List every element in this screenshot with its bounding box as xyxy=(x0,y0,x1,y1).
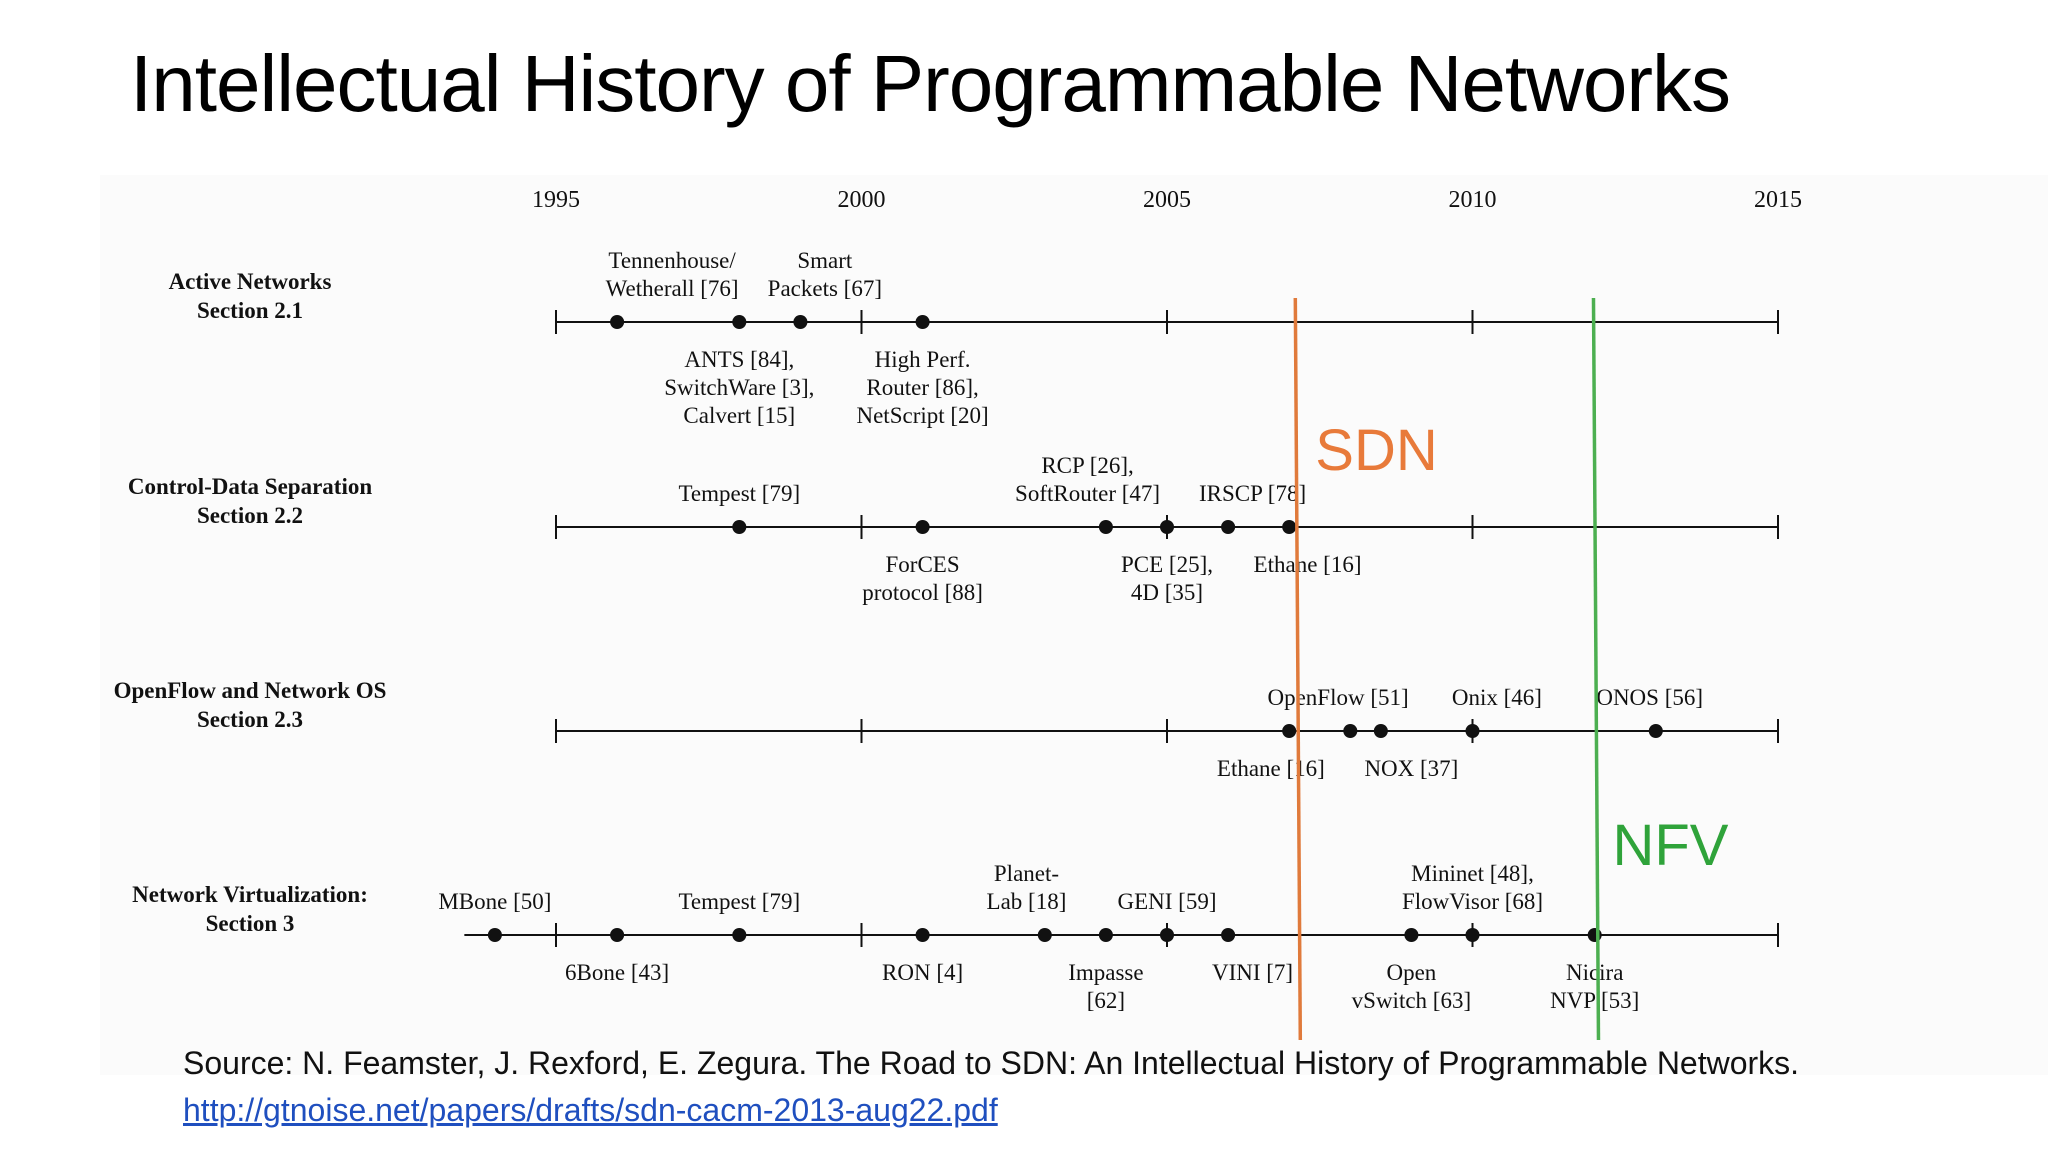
event-label: High Perf. xyxy=(875,347,971,372)
timeline-row-3: OpenFlow and Network OS Section 2.3 OpenFl… xyxy=(114,678,1779,781)
event-dot xyxy=(1282,724,1297,738)
event-label: Tempest [79] xyxy=(678,889,800,914)
event-dot xyxy=(1098,520,1113,534)
event-label: Lab [18] xyxy=(987,889,1067,914)
event-label: Open xyxy=(1386,960,1436,985)
event-dot xyxy=(793,315,808,329)
event-label: Router [86], xyxy=(866,375,978,400)
event-dot xyxy=(1373,724,1388,738)
event-label: ANTS [84], xyxy=(684,347,794,372)
source-citation: Source: N. Feamster, J. Rexford, E. Zegu… xyxy=(183,1045,1800,1081)
year-label-1995: 1995 xyxy=(532,187,580,213)
event-dot xyxy=(1221,928,1236,942)
event-dot xyxy=(915,315,930,329)
year-label-2005: 2005 xyxy=(1143,187,1191,213)
event-dot xyxy=(1160,520,1174,534)
event-label: SoftRouter [47] xyxy=(1015,481,1160,506)
row-label-line: Section 3 xyxy=(206,911,295,936)
event-label: [62] xyxy=(1087,988,1125,1013)
event-dot xyxy=(610,315,625,329)
year-label-2010: 2010 xyxy=(1449,187,1497,213)
event-label: Tennenhouse/ xyxy=(608,248,736,273)
row-label-line: Section 2.3 xyxy=(197,707,303,732)
timeline-rows: Active Networks Section 2.1 Tennenhouse/We… xyxy=(114,248,1779,1013)
event-dot xyxy=(1282,520,1297,534)
nfv-marker-line xyxy=(1591,297,1601,1041)
event-label: 4D [35] xyxy=(1131,580,1203,605)
event-label: 6Bone [43] xyxy=(565,960,669,985)
event-dot xyxy=(915,928,930,942)
event-label: Planet- xyxy=(994,861,1059,886)
nfv-marker-label: NFV xyxy=(1612,813,1728,878)
event-label: protocol [88] xyxy=(862,580,983,605)
year-axis: 1995 2000 2005 2010 2015 xyxy=(532,187,1802,213)
event-label: MBone [50] xyxy=(438,889,551,914)
event-dot xyxy=(1404,928,1419,942)
row-label-line: Section 2.2 xyxy=(197,503,303,528)
event-label: Smart xyxy=(797,248,853,273)
event-label: SwitchWare [3], xyxy=(664,375,814,400)
event-dot xyxy=(1037,928,1052,942)
event-label: Mininet [48], xyxy=(1411,861,1534,886)
timeline-row-1: Active Networks Section 2.1 Tennenhouse/We… xyxy=(169,248,1779,428)
event-dot xyxy=(487,928,502,942)
event-label: Onix [46] xyxy=(1452,685,1542,710)
event-label: PCE [25], xyxy=(1121,552,1213,577)
row-label-line: Section 2.1 xyxy=(197,298,303,323)
event-label: NOX [37] xyxy=(1364,756,1458,781)
source-link[interactable]: http://gtnoise.net/papers/drafts/sdn-cac… xyxy=(183,1092,998,1128)
event-dot xyxy=(1343,724,1358,738)
event-label: GENI [59] xyxy=(1118,889,1217,914)
event-label: Ethane [16] xyxy=(1217,756,1325,781)
year-label-2000: 2000 xyxy=(838,187,886,213)
event-label: Wetherall [76] xyxy=(606,276,739,301)
event-label: Ethane [16] xyxy=(1254,552,1362,577)
slide-title: Intellectual History of Programmable Net… xyxy=(130,39,1731,128)
event-dot xyxy=(1160,928,1174,942)
event-label: OpenFlow [51] xyxy=(1267,685,1408,710)
row-label-line: Network Virtualization: xyxy=(132,882,368,907)
row-label-line: Control-Data Separation xyxy=(128,474,372,499)
sdn-marker-line xyxy=(1293,297,1303,1041)
event-dot xyxy=(1465,724,1480,738)
sdn-marker: SDN xyxy=(1293,297,1438,1041)
event-dot xyxy=(1221,520,1236,534)
figure-background xyxy=(100,175,2048,1075)
row-label-line: Active Networks xyxy=(169,269,332,294)
event-label: RON [4] xyxy=(882,960,963,985)
event-label: FlowVisor [68] xyxy=(1402,889,1543,914)
event-label: IRSCP [78] xyxy=(1199,481,1306,506)
row-label-line: OpenFlow and Network OS xyxy=(114,678,387,703)
event-label: Impasse xyxy=(1068,960,1143,985)
timeline-row-2: Control-Data Separation Section 2.2 Tempes… xyxy=(128,453,1779,605)
nfv-marker: NFV xyxy=(1591,297,1729,1041)
event-dot xyxy=(732,520,747,534)
event-label: VINI [7] xyxy=(1212,960,1293,985)
event-dot xyxy=(732,315,747,329)
event-dot xyxy=(1587,928,1602,942)
event-label: Nicira xyxy=(1566,960,1623,985)
event-label: Calvert [15] xyxy=(683,403,795,428)
timeline-row-4: Network Virtualization: Section 3 MBone [5… xyxy=(132,861,1779,1013)
event-label: RCP [26], xyxy=(1041,453,1133,478)
event-label: vSwitch [63] xyxy=(1352,988,1471,1013)
event-label: NetScript [20] xyxy=(856,403,988,428)
event-dot xyxy=(1098,928,1113,942)
event-label: ONOS [56] xyxy=(1596,685,1703,710)
event-dot xyxy=(915,520,930,534)
event-label: Tempest [79] xyxy=(678,481,800,506)
event-dot xyxy=(1465,928,1480,942)
event-dot xyxy=(732,928,747,942)
era-markers: SDN NFV xyxy=(1293,297,1729,1041)
event-label: NVP [53] xyxy=(1550,988,1639,1013)
event-dot xyxy=(610,928,625,942)
event-dot xyxy=(1648,724,1663,738)
event-label: Packets [67] xyxy=(768,276,882,301)
sdn-marker-label: SDN xyxy=(1315,418,1437,483)
year-label-2015: 2015 xyxy=(1754,187,1802,213)
event-label: ForCES xyxy=(886,552,960,577)
